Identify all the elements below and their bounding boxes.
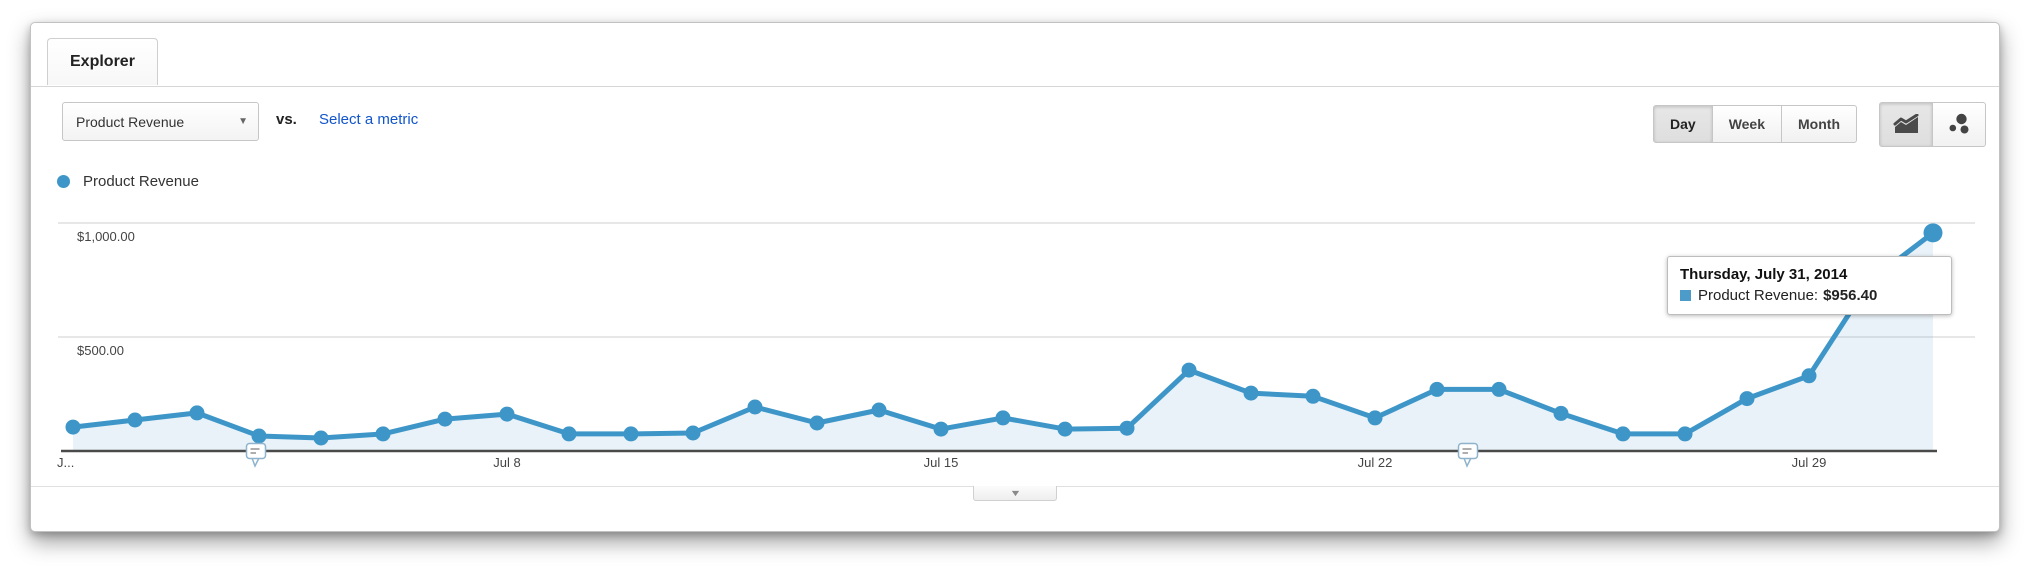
granularity-day-button[interactable]: Day	[1653, 105, 1713, 143]
granularity-month-button[interactable]: Month	[1781, 105, 1857, 143]
tooltip-date: Thursday, July 31, 2014	[1680, 266, 1848, 283]
line-chart-icon	[1893, 114, 1918, 133]
tab-explorer[interactable]: Explorer	[47, 38, 158, 86]
metric-select-value: Product Revenue	[76, 113, 185, 130]
x-axis-tick-label: Jul 22	[1357, 455, 1393, 470]
collapse-annotations-button[interactable]: ▼	[973, 486, 1057, 501]
x-axis-tick-label: Jul 8	[493, 455, 521, 470]
annotation-bubble-icon[interactable]	[245, 442, 268, 474]
chart-type-toggle	[1879, 102, 1986, 147]
annotation-bubble-icon[interactable]	[1457, 442, 1480, 474]
explorer-panel: Explorer Product Revenue ▼ vs. Select a …	[30, 22, 2000, 532]
chart-legend: Product Revenue	[57, 173, 199, 190]
motion-chart-button[interactable]	[1932, 102, 1986, 147]
motion-chart-icon	[1949, 113, 1968, 134]
y-axis-tick-label: $500.00	[77, 343, 124, 358]
chevron-down-icon: ▼	[1008, 487, 1022, 498]
x-axis-tick-label: Jul 29	[1791, 455, 1827, 470]
vs-label: vs.	[276, 111, 297, 128]
series-color-dot	[57, 175, 70, 188]
chevron-down-icon: ▼	[238, 115, 248, 127]
granularity-toggle: Day Week Month	[1653, 105, 1857, 143]
tab-bar: Explorer	[31, 23, 1999, 87]
x-axis-tick-label: Jul 15	[923, 455, 959, 470]
metric-select-dropdown[interactable]: Product Revenue ▼	[62, 102, 259, 141]
x-axis-tick-label: J...	[57, 455, 75, 470]
granularity-week-button[interactable]: Week	[1711, 105, 1783, 143]
tab-explorer-label: Explorer	[70, 53, 135, 70]
tooltip-series-row: Product Revenue: $956.40	[1680, 287, 1939, 304]
line-chart-button[interactable]	[1879, 102, 1933, 147]
legend-series-label: Product Revenue	[83, 173, 199, 190]
chart-tooltip: Thursday, July 31, 2014 Product Revenue:…	[1667, 256, 1952, 315]
tooltip-series-swatch	[1680, 290, 1691, 301]
select-metric-link[interactable]: Select a metric	[319, 111, 419, 128]
tooltip-series-label: Product Revenue:	[1698, 287, 1819, 304]
y-axis-tick-label: $1,000.00	[77, 229, 135, 244]
tooltip-series-value: $956.40	[1823, 287, 1878, 304]
